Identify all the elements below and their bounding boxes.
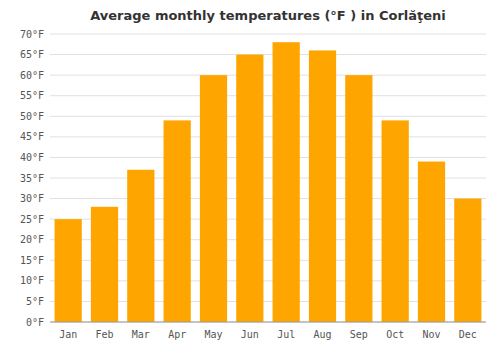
- y-tick-label: 15°F: [20, 255, 44, 266]
- x-tick-label: Apr: [168, 329, 186, 340]
- grid-line: [50, 54, 486, 55]
- bar: [382, 120, 409, 322]
- bar: [418, 162, 445, 322]
- bar: [236, 55, 263, 322]
- grid-line: [50, 34, 486, 35]
- x-tick-label: Sep: [350, 329, 368, 340]
- grid-line: [50, 157, 486, 158]
- grid-line: [50, 322, 486, 323]
- bar: [200, 75, 227, 322]
- title: Average monthly temperatures (°F ) in Co…: [90, 8, 446, 23]
- bars: [55, 42, 482, 322]
- chart-container: Average monthly temperatures (°F ) in Co…: [0, 0, 500, 350]
- y-tick-label: 5°F: [26, 296, 44, 307]
- chart: Average monthly temperatures (°F ) in Co…: [0, 0, 500, 350]
- y-tick-label: 30°F: [20, 193, 44, 204]
- x-tick-label: May: [204, 329, 222, 340]
- x-axis-line: [50, 322, 486, 323]
- x-tick-label: Jul: [277, 329, 295, 340]
- y-tick-label: 55°F: [20, 90, 44, 101]
- y-tick-label: 35°F: [20, 173, 44, 184]
- y-tick-label: 10°F: [20, 275, 44, 286]
- bar: [273, 42, 300, 322]
- bar: [345, 75, 372, 322]
- bar: [164, 120, 191, 322]
- grid-line: [50, 95, 486, 96]
- y-tick-label: 45°F: [20, 131, 44, 142]
- y-tick-label: 40°F: [20, 152, 44, 163]
- x-tick-label: Dec: [459, 329, 477, 340]
- x-tick-label: Jan: [59, 329, 77, 340]
- bar: [127, 170, 154, 322]
- x-tick-label: Nov: [422, 329, 440, 340]
- x-tick-label: Jun: [241, 329, 259, 340]
- y-tick-label: 70°F: [20, 29, 44, 40]
- grid: [50, 34, 486, 322]
- bar: [309, 50, 336, 322]
- y-tick-label: 25°F: [20, 214, 44, 225]
- x-tick-label: Mar: [132, 329, 150, 340]
- bar: [91, 207, 118, 322]
- x-tick-label: Feb: [95, 329, 113, 340]
- grid-line: [50, 136, 486, 137]
- y-tick-label: 50°F: [20, 111, 44, 122]
- y-tick-label: 65°F: [20, 49, 44, 60]
- bar: [55, 219, 82, 322]
- y-tick-label: 0°F: [26, 317, 44, 328]
- grid-line: [50, 75, 486, 76]
- y-tick-label: 20°F: [20, 234, 44, 245]
- bar: [454, 199, 481, 322]
- y-tick-label: 60°F: [20, 70, 44, 81]
- page: {"chart_data": {"type": "bar", "title": …: [0, 0, 500, 350]
- grid-line: [50, 116, 486, 117]
- x-tick-label: Aug: [313, 329, 331, 340]
- x-tick-label: Oct: [386, 329, 404, 340]
